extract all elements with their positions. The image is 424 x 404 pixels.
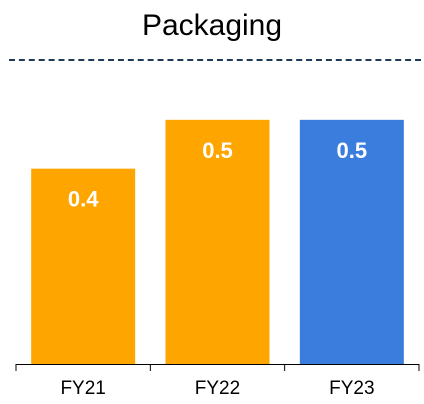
x-tick-label-fy22: FY22 — [195, 378, 240, 399]
x-tick-label-fy21: FY21 — [60, 378, 105, 399]
title-divider — [9, 59, 421, 61]
ticks-layer — [15, 364, 420, 371]
x-tick-label-fy23: FY23 — [329, 378, 374, 399]
bar-fy21 — [31, 168, 136, 364]
bar-fy23 — [299, 119, 404, 364]
labels-layer: 0.4 FY21 0.5 FY22 0.5 FY23 — [60, 138, 374, 399]
bar-fy22 — [165, 119, 270, 364]
data-label-fy21: 0.4 — [68, 187, 99, 212]
chart-title: Packaging — [141, 9, 283, 42]
bars-layer — [31, 119, 404, 364]
data-label-fy22: 0.5 — [202, 138, 233, 163]
data-label-fy23: 0.5 — [337, 138, 368, 163]
